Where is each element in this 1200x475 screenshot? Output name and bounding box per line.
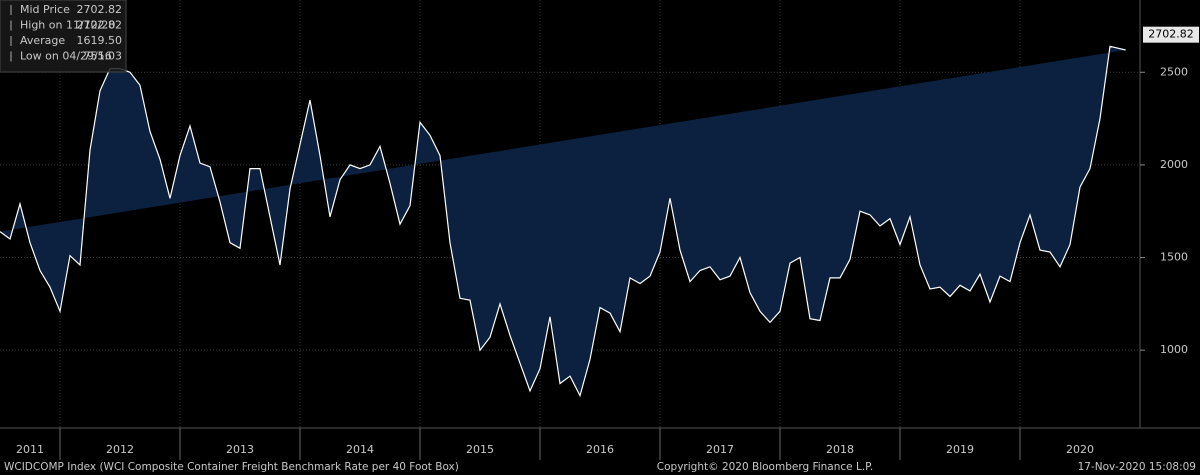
x-tick-label: 2019 (946, 443, 974, 456)
x-tick-label: 2016 (586, 443, 614, 456)
footer-copyright: Copyright© 2020 Bloomberg Finance L.P. (657, 461, 873, 473)
price-line (0, 45, 1126, 398)
legend-box (0, 0, 127, 73)
y-tick-label: 1000 (1160, 343, 1188, 356)
footer-index: WCIDCOMP Index (WCI Composite Container … (4, 461, 459, 473)
legend-label: Average (20, 34, 65, 47)
x-tick-label: 2017 (706, 443, 734, 456)
last-value-tag (1143, 26, 1199, 43)
x-tick-label: 2012 (106, 443, 134, 456)
legend-label: Mid Price (20, 3, 70, 16)
y-tick-label: 2000 (1160, 158, 1188, 171)
legend-value: 2702.82 (77, 3, 123, 16)
legend-value: 2702.82 (77, 19, 123, 32)
x-tick-label: 2015 (466, 443, 494, 456)
y-tick-label: 1500 (1160, 251, 1188, 264)
legend-label: Low on 04/29/16 (20, 50, 112, 63)
last-value-label: 2702.82 (1148, 28, 1194, 41)
y-tick-label: 2500 (1160, 65, 1188, 78)
legend-value: 1619.50 (77, 34, 123, 47)
footer-timestamp: 17-Nov-2020 15:08:09 (1078, 461, 1196, 473)
x-tick-label: 2014 (346, 443, 374, 456)
plot-area (0, 0, 1140, 428)
legend-label: High on 11/12/20 (20, 19, 115, 32)
x-tick-label: 2011 (16, 443, 44, 456)
x-tick-label: 2018 (826, 443, 854, 456)
legend-value: 755.03 (84, 50, 123, 63)
area-fill (0, 46, 1126, 396)
x-tick-label: 2020 (1066, 443, 1094, 456)
x-tick-label: 2013 (226, 443, 254, 456)
